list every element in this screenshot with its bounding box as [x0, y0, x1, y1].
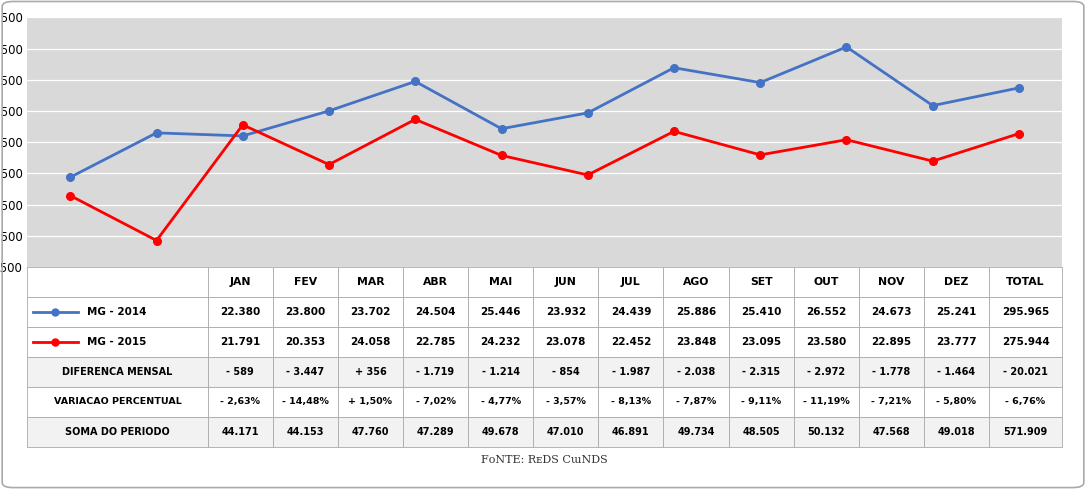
Text: FᴏNTE: RᴇDS CɯNDS: FᴏNTE: RᴇDS CɯNDS — [481, 455, 608, 465]
Text: MG - 2014: MG - 2014 — [87, 307, 147, 317]
Text: MG - 2015: MG - 2015 — [87, 337, 147, 347]
